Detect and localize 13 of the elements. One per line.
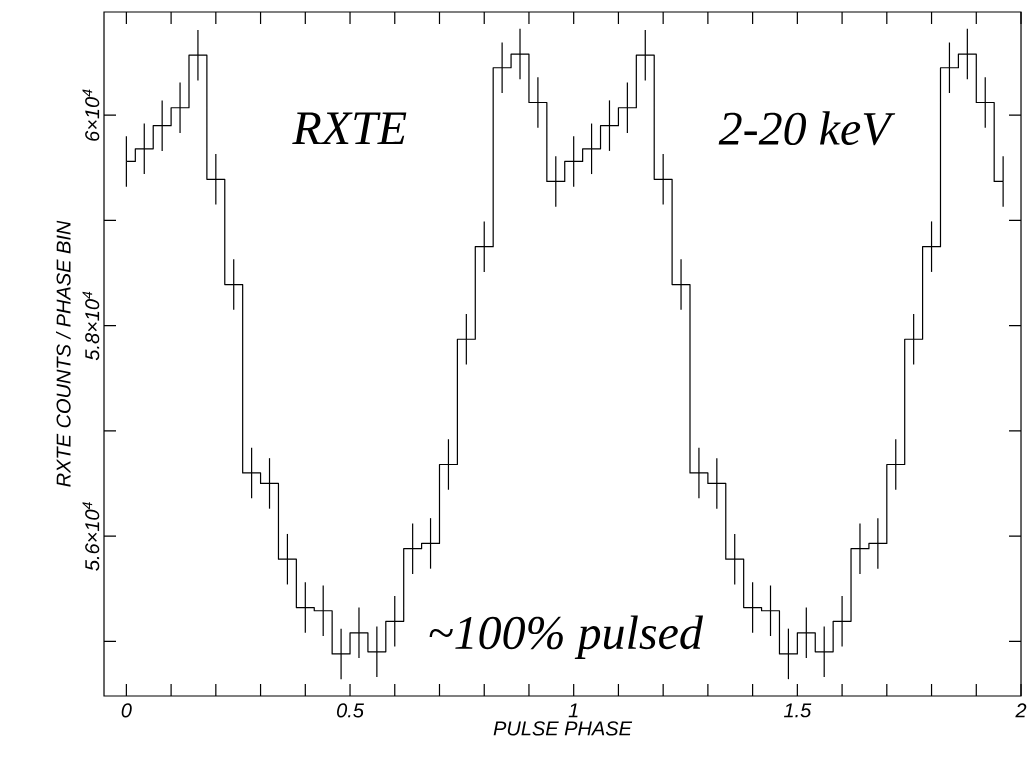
annotation: ~100% pulsed <box>429 615 704 659</box>
x-tick-label: 0 <box>121 703 132 718</box>
y-tick-label: 5.8×10$^{4}$ <box>82 291 100 361</box>
y-axis-title: RXTE COUNTS / PHASE BIN <box>55 220 71 487</box>
annotation: RXTE <box>292 112 407 144</box>
annotation: 2-20 keV <box>718 111 896 146</box>
x-tick-label: 2 <box>1015 703 1027 718</box>
x-tick-label: 0.5 <box>337 703 364 718</box>
y-tick-label: 6×10$^{4}$ <box>82 89 100 141</box>
x-tick-label: 1.5 <box>783 703 812 718</box>
y-tick-label: 5.6×10$^{4}$ <box>82 502 100 571</box>
x-axis-title: PULSE PHASE <box>493 721 633 736</box>
x-tick-label: 1 <box>568 703 578 718</box>
